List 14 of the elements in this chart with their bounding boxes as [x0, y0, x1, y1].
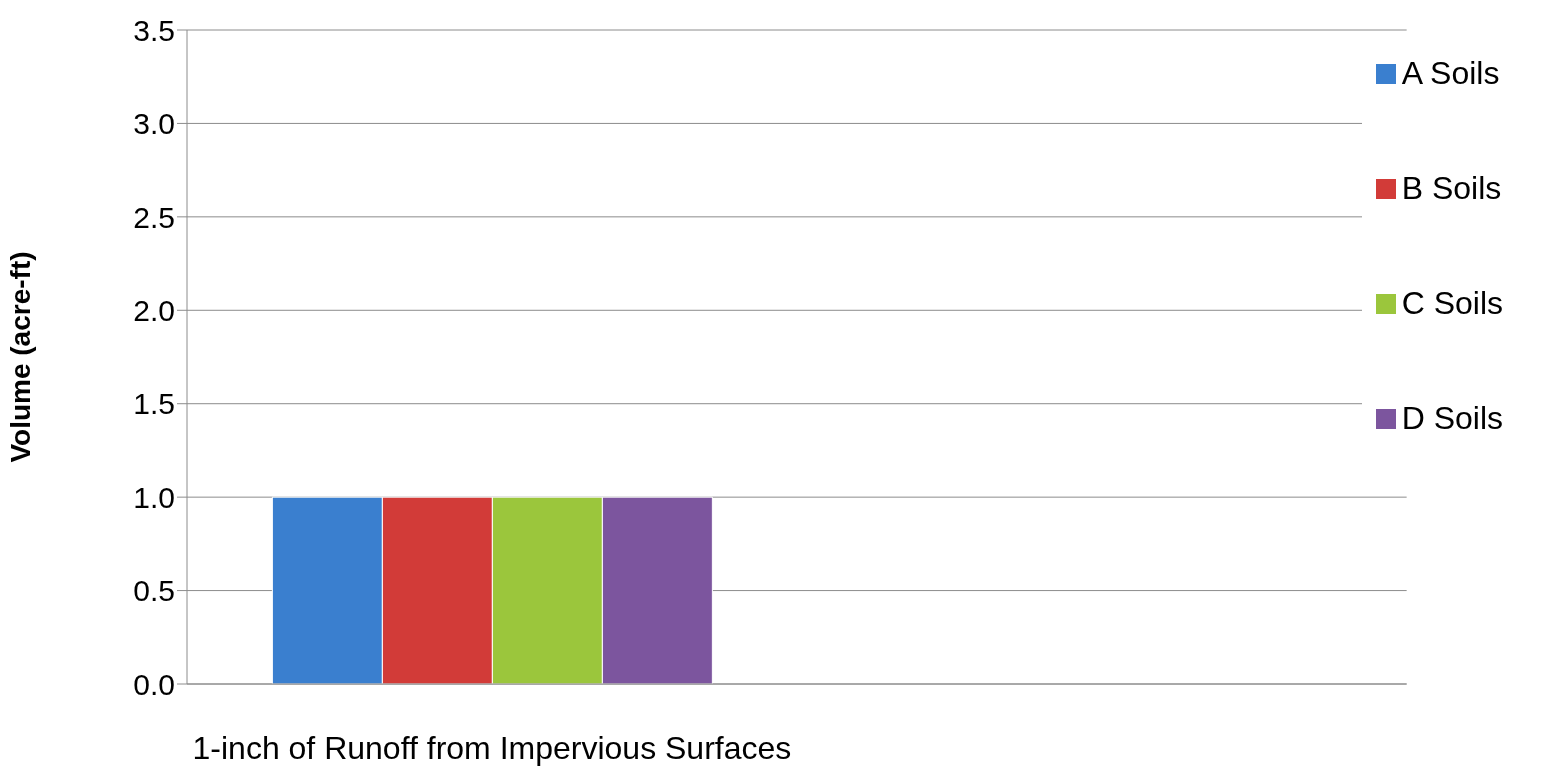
legend-label: B Soils [1401, 170, 1502, 207]
y-tick-label: 2.0 [133, 293, 175, 327]
legend-label: A Soils [1401, 55, 1500, 92]
y-tick-label: 1.5 [133, 387, 175, 421]
y-tick-label: 0.0 [133, 667, 175, 701]
y-tick-label: 3.0 [133, 107, 175, 141]
legend-label: C Soils [1401, 285, 1503, 322]
y-tick-label: 3.5 [133, 13, 175, 47]
legend-label: D Soils [1401, 400, 1503, 437]
y-axis-title: Volume (acre-ft) [4, 251, 36, 463]
y-tick-label: 1.0 [133, 480, 175, 514]
x-tick-label: 1-inch of Runoff from Impervious Surfaces [192, 729, 792, 766]
y-tick-label: 2.5 [133, 200, 175, 234]
y-tick-label: 0.5 [133, 574, 175, 608]
